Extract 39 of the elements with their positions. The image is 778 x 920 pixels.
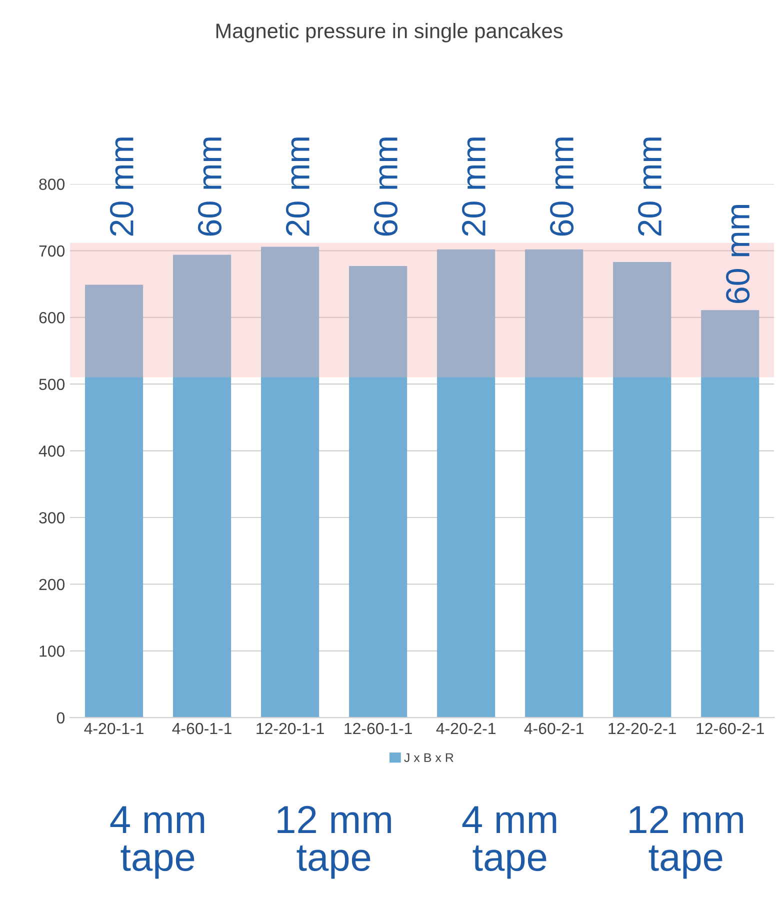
x-tick-label: 4-60-1-1 bbox=[172, 722, 232, 734]
legend-label: J x B x R bbox=[404, 753, 454, 762]
y-tick-label: 100 bbox=[40, 646, 65, 657]
x-tick-label: 12-20-2-1 bbox=[608, 722, 676, 734]
x-tick-label: 12-60-2-1 bbox=[696, 722, 764, 734]
annotation: 60 mm bbox=[550, 138, 574, 236]
bar bbox=[437, 249, 496, 718]
bar bbox=[349, 266, 408, 718]
y-tick-label: 700 bbox=[39, 245, 65, 257]
y-tick-label: 300 bbox=[39, 512, 65, 524]
y-tick-label: 0 bbox=[56, 712, 65, 724]
x-tick-label: 4-20-1-1 bbox=[84, 722, 144, 734]
annotation: 20 mm bbox=[638, 138, 662, 236]
bar bbox=[261, 246, 320, 718]
bar bbox=[84, 284, 144, 718]
bar bbox=[701, 310, 760, 718]
x-tick-label: 12-20-1-1 bbox=[256, 722, 324, 734]
y-tick-label: 400 bbox=[38, 445, 65, 457]
text: 12 mm tape bbox=[630, 806, 743, 879]
x-tick-label: 4-20-2-1 bbox=[436, 722, 496, 734]
text: 4 mm tape bbox=[110, 806, 204, 879]
y-tick-label: 600 bbox=[39, 312, 65, 324]
x-tick-label: 12-60-1-1 bbox=[344, 722, 412, 734]
y-tick-label: 200 bbox=[39, 578, 65, 590]
chart-title: Magnetic pressure in single pancakes bbox=[216, 23, 563, 42]
bar bbox=[172, 254, 232, 718]
annotation: 20 mm bbox=[462, 138, 486, 236]
annotation: 60 mm bbox=[198, 138, 222, 236]
text: 12 mm tape bbox=[278, 806, 391, 879]
x-tick-label: 4-60-2-1 bbox=[524, 722, 584, 734]
y-tick-label: 800 bbox=[39, 178, 65, 190]
annotation: 20 mm bbox=[110, 138, 134, 236]
annotation: 20 mm bbox=[286, 138, 310, 236]
y-tick-label: 500 bbox=[39, 378, 65, 390]
annotation: 60 mm bbox=[374, 138, 398, 236]
bar bbox=[613, 262, 672, 718]
bar bbox=[525, 249, 584, 718]
annotation: 60 mm bbox=[726, 205, 750, 304]
text: 4 mm tape bbox=[462, 806, 556, 879]
